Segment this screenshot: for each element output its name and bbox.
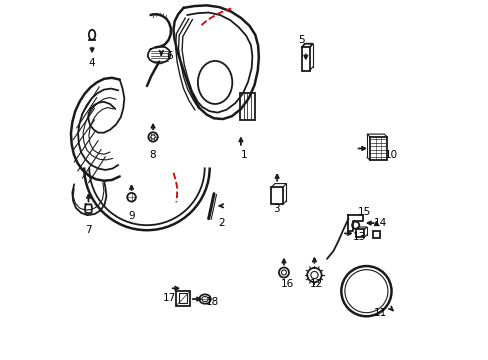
Circle shape [341, 266, 391, 316]
Text: 14: 14 [373, 218, 386, 228]
Text: 4: 4 [89, 58, 95, 68]
Bar [301, 47, 309, 71]
Text: 10: 10 [384, 150, 397, 160]
Text: 9: 9 [128, 211, 135, 221]
Bar [271, 187, 282, 204]
Text: 15: 15 [357, 207, 370, 217]
Text: 7: 7 [85, 225, 92, 235]
Text: 1: 1 [241, 150, 247, 160]
Bar [369, 137, 386, 160]
Text: 13: 13 [352, 232, 365, 242]
Text: 3: 3 [273, 204, 280, 214]
Text: 6: 6 [165, 51, 172, 61]
Bar [355, 229, 364, 237]
Text: 16: 16 [280, 279, 294, 289]
Bar [179, 293, 187, 303]
Bar [240, 93, 254, 120]
Text: 5: 5 [298, 35, 305, 45]
Text: 8: 8 [149, 150, 156, 160]
Text: 11: 11 [373, 308, 386, 318]
Bar [372, 231, 379, 238]
Text: 2: 2 [218, 218, 224, 228]
Bar [176, 291, 190, 306]
Text: 18: 18 [205, 297, 219, 307]
Text: 17: 17 [162, 293, 176, 303]
Text: 12: 12 [309, 279, 322, 289]
